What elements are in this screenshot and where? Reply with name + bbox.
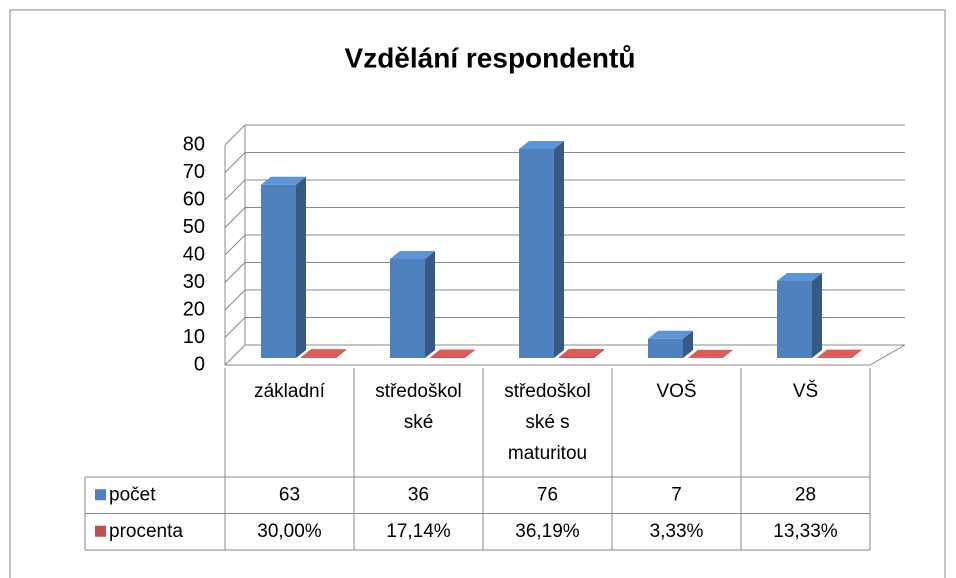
table-value: 76 xyxy=(537,484,558,505)
chart-border xyxy=(9,9,946,578)
bar-front xyxy=(301,357,336,358)
bar-top xyxy=(430,349,475,358)
y-tick-label: 30 xyxy=(183,271,205,293)
grid-line xyxy=(224,179,905,201)
y-tick-label: 10 xyxy=(183,326,205,348)
bar xyxy=(390,251,435,358)
y-tick-label: 50 xyxy=(183,216,205,238)
table-value: 30,00% xyxy=(257,521,322,542)
y-tick-label: 70 xyxy=(183,161,205,183)
chart-title: Vzdělání respondentů xyxy=(345,42,636,73)
table-value: 13,33% xyxy=(773,521,838,542)
bar xyxy=(261,176,306,358)
bar-top xyxy=(777,273,822,281)
grid-line xyxy=(224,262,905,283)
bar-top xyxy=(559,349,604,358)
bar-side xyxy=(594,349,604,358)
bar xyxy=(559,349,604,358)
table-value: 28 xyxy=(795,484,816,505)
legend-key xyxy=(95,489,106,501)
grid-line xyxy=(224,234,905,256)
bar xyxy=(648,330,693,358)
grid-line xyxy=(224,152,905,173)
legend-label: počet xyxy=(109,484,156,505)
bar xyxy=(777,273,822,358)
bar-side xyxy=(683,330,693,358)
bar-top xyxy=(688,349,733,358)
category-label: základní xyxy=(254,381,325,402)
bar-top xyxy=(817,349,862,358)
bar-front xyxy=(648,338,683,358)
bar-top xyxy=(648,330,693,339)
bar-side xyxy=(465,349,475,358)
bar-side xyxy=(336,349,346,358)
bar-side xyxy=(723,349,733,358)
bar-side xyxy=(852,349,862,358)
table-value: 3,33% xyxy=(650,521,704,542)
bar-top xyxy=(261,176,306,185)
bar-side xyxy=(554,141,564,358)
bar-front xyxy=(261,184,296,358)
bar-front xyxy=(559,357,594,358)
y-tick-label: 20 xyxy=(183,298,205,320)
y-tick-label: 0 xyxy=(194,353,205,375)
bar-front xyxy=(519,149,554,358)
category-label: VOŠ xyxy=(656,381,697,402)
bar-top xyxy=(519,141,564,149)
bar-side xyxy=(296,176,306,358)
bar xyxy=(519,141,564,358)
category-label: středoškolské s maturitou xyxy=(504,381,591,464)
bar-front xyxy=(777,281,812,358)
legend-label: procenta xyxy=(109,521,183,542)
category-label: středoškolské xyxy=(375,381,462,433)
category-label: VŠ xyxy=(792,381,819,402)
table-value: 17,14% xyxy=(386,521,451,542)
bar xyxy=(430,349,475,358)
legend-key xyxy=(95,525,106,537)
bar xyxy=(688,349,733,358)
y-tick-label: 60 xyxy=(183,188,205,210)
bar xyxy=(817,349,862,358)
grid-line xyxy=(224,317,905,338)
bar-top xyxy=(390,251,435,259)
grid-line xyxy=(224,289,905,311)
grid-line xyxy=(224,124,905,146)
bar-front xyxy=(390,259,425,358)
bar-side xyxy=(812,273,822,358)
table-value: 36 xyxy=(408,484,429,505)
table-value: 36,19% xyxy=(515,521,580,542)
floor-edge xyxy=(869,344,906,366)
bar-side xyxy=(425,251,435,358)
grid-line xyxy=(224,207,905,228)
bar xyxy=(301,349,346,358)
bar-top xyxy=(301,349,346,358)
y-tick-label: 80 xyxy=(183,133,205,155)
table-value: 63 xyxy=(279,484,300,505)
y-tick-label: 40 xyxy=(183,243,205,265)
table-value: 7 xyxy=(671,484,682,505)
